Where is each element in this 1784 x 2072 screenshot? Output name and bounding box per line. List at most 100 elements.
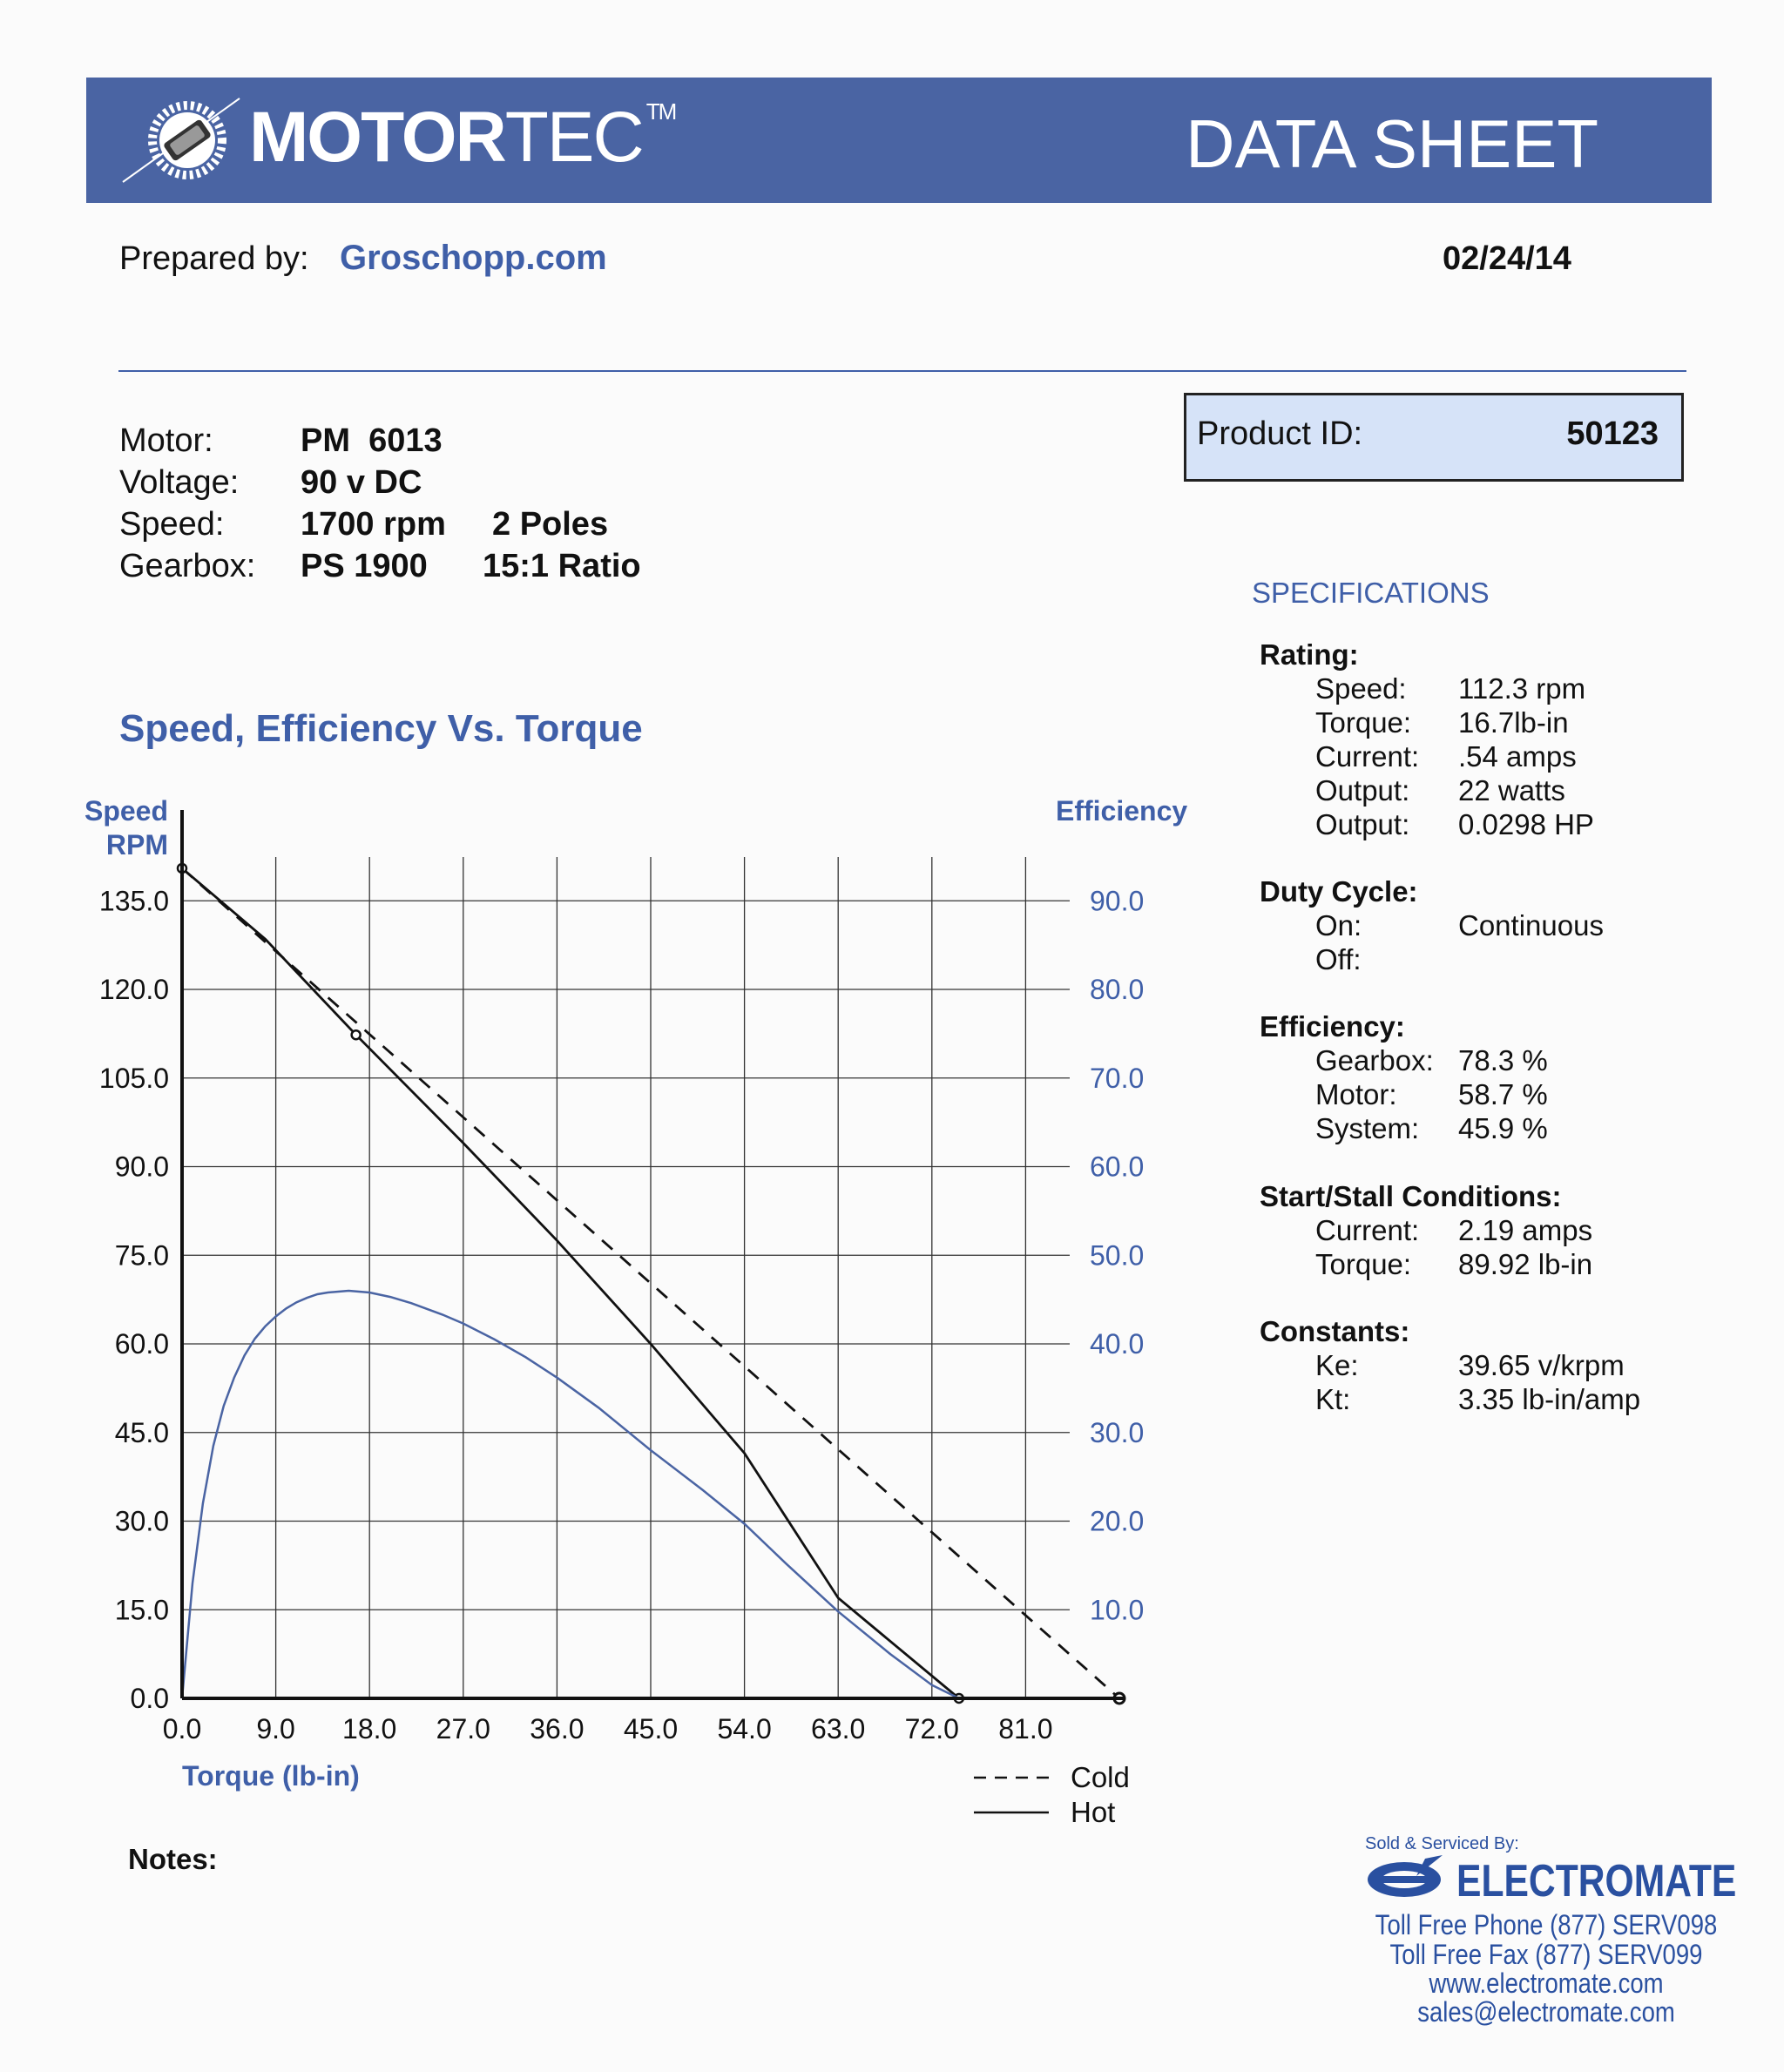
spec-rating-label: Output:: [1315, 808, 1410, 840]
series-cold-line: [181, 867, 1120, 1700]
spec-rating-label: Speed:: [1315, 672, 1407, 705]
spec-constants-value: 39.65 v/krpm: [1458, 1349, 1625, 1381]
y-left-tick-label: 60.0: [115, 1328, 169, 1360]
prepared-by-value: Groschopp.com: [340, 239, 607, 277]
y-right-tick-label: 60.0: [1090, 1151, 1144, 1183]
spec-rating-label: Torque:: [1315, 706, 1412, 739]
x-tick-label: 36.0: [530, 1713, 584, 1745]
toll-free-phone: Toll Free Phone (877) SERV098: [1375, 1909, 1718, 1940]
header-banner: MOTORTEC TM DATA SHEET: [86, 78, 1712, 203]
y-right-tick-label: 10.0: [1090, 1594, 1144, 1625]
x-tick-label: 45.0: [624, 1713, 678, 1745]
spec-efficiency-value: 58.7 %: [1458, 1078, 1548, 1110]
spec-efficiency-value: 45.9 %: [1458, 1112, 1548, 1144]
email-link[interactable]: sales@electromate.com: [1417, 1996, 1675, 2028]
doc-title: DATA SHEET: [1186, 105, 1598, 182]
spec-efficiency-value: 78.3 %: [1458, 1044, 1548, 1076]
gearbox-value: PS 1900: [301, 548, 428, 584]
spec-stall-value: 89.92 lb-in: [1458, 1248, 1593, 1280]
spec-stall-label: Current:: [1315, 1214, 1420, 1246]
spec-heading-stall: Start/Stall Conditions:: [1260, 1180, 1562, 1212]
spec-duty-value: Continuous: [1458, 909, 1604, 942]
spec-heading-constants: Constants:: [1260, 1315, 1410, 1347]
y-left-tick-label: 135.0: [99, 885, 169, 916]
y-left-tick-label: 30.0: [115, 1506, 169, 1537]
poles-value: 2 Poles: [492, 506, 609, 543]
y-left-tick-label: 45.0: [115, 1417, 169, 1448]
speed-efficiency-chart: 0.0 9.0 18.0 27.0 36.0 45.0 54.0 63.0 72.0 81.0 0.…: [84, 795, 1187, 1828]
x-tick-label: 0.0: [163, 1713, 201, 1745]
x-tick-label: 81.0: [998, 1713, 1052, 1745]
brand-bold: MOTOR: [249, 98, 507, 177]
chart-title: Speed, Efficiency Vs. Torque: [119, 707, 643, 750]
y-right-tick-label: 30.0: [1090, 1417, 1144, 1448]
spec-constants-label: Kt:: [1315, 1383, 1351, 1415]
brand-light: TEC: [504, 98, 645, 177]
spec-heading-duty: Duty Cycle:: [1260, 875, 1418, 908]
voltage-label: Voltage:: [119, 464, 240, 501]
spec-duty-label: On:: [1315, 909, 1362, 942]
spec-duty-label: Off:: [1315, 943, 1362, 975]
website-link[interactable]: www.electromate.com: [1429, 1967, 1664, 1999]
voltage-value: 90 v DC: [301, 464, 422, 501]
y-right-tick-label: 80.0: [1090, 974, 1144, 1005]
trademark: TM: [645, 98, 678, 125]
spec-stall-label: Torque:: [1315, 1248, 1412, 1280]
spec-constants-value: 3.35 lb-in/amp: [1458, 1383, 1641, 1415]
spec-rating-value: 0.0298 HP: [1458, 808, 1594, 840]
spec-constants-label: Ke:: [1315, 1349, 1359, 1381]
electromate-swoosh-icon: [1368, 1855, 1443, 1897]
y-right-tick-label: 20.0: [1090, 1506, 1144, 1537]
spec-stall-value: 2.19 amps: [1458, 1214, 1593, 1246]
x-tick-label: 72.0: [905, 1713, 959, 1745]
x-tick-label: 54.0: [717, 1713, 771, 1745]
y-right-tick-label: 50.0: [1090, 1239, 1144, 1271]
product-id-label: Product ID:: [1197, 415, 1363, 452]
speed-value: 1700 rpm: [301, 506, 446, 543]
brand-logo-text: MOTORTEC TM: [249, 98, 678, 177]
spec-rating-label: Current:: [1315, 740, 1420, 773]
y-left-axis-title: Speed: [84, 795, 168, 827]
gearbox-label: Gearbox:: [119, 548, 256, 584]
sheet-date: 02/24/14: [1443, 240, 1571, 277]
x-tick-label: 63.0: [811, 1713, 865, 1745]
speed-label: Speed:: [119, 506, 225, 543]
y-left-tick-label: 105.0: [99, 1063, 169, 1094]
y-right-tick-label: 40.0: [1090, 1328, 1144, 1360]
spec-rating-value: 112.3 rpm: [1458, 672, 1586, 705]
y-left-tick-label: 15.0: [115, 1594, 169, 1625]
spec-heading-rating: Rating:: [1260, 638, 1359, 671]
y-right-tick-label: 90.0: [1090, 885, 1144, 916]
sold-by-label: Sold & Serviced By:: [1365, 1834, 1519, 1853]
header-divider: [118, 370, 1686, 372]
product-id-box: Product ID: 50123: [1184, 393, 1684, 482]
spec-rating-label: Output:: [1315, 774, 1410, 807]
y-right-tick-label: 70.0: [1090, 1063, 1144, 1094]
spec-rating-value: .54 amps: [1458, 740, 1577, 773]
specifications-title: SPECIFICATIONS: [1252, 577, 1490, 609]
product-id-value: 50123: [1566, 415, 1659, 452]
y-left-tick-label: 75.0: [115, 1239, 169, 1271]
x-tick-label: 18.0: [342, 1713, 396, 1745]
y-left-tick-label: 0.0: [131, 1683, 169, 1714]
x-tick-label: 27.0: [436, 1713, 490, 1745]
motor-label: Motor:: [119, 422, 213, 459]
motor-value: PM 6013: [301, 422, 443, 459]
y-left-axis-title: RPM: [106, 829, 168, 861]
chart-grid: [182, 857, 1070, 1698]
motor-gear-logo-icon: [122, 98, 240, 183]
spec-efficiency-label: System:: [1315, 1112, 1420, 1144]
series-hot-line: [181, 867, 960, 1700]
toll-free-fax: Toll Free Fax (877) SERV099: [1389, 1939, 1703, 1970]
series-efficiency-line: [180, 1289, 960, 1700]
legend-label-cold: Cold: [1071, 1761, 1130, 1793]
chart-axes: [180, 810, 1124, 1700]
electromate-brand: ELECTROMATE: [1456, 1856, 1737, 1907]
spec-rating-value: 22 watts: [1458, 774, 1565, 807]
y-left-tick-label: 90.0: [115, 1151, 169, 1183]
x-tick-label: 9.0: [256, 1713, 294, 1745]
ratio-value: 15:1 Ratio: [483, 548, 641, 584]
legend-label-hot: Hot: [1071, 1796, 1115, 1828]
prepared-by-label: Prepared by:: [119, 240, 309, 277]
chart-labels: 0.0 9.0 18.0 27.0 36.0 45.0 54.0 63.0 72.0 81.0 0.…: [84, 795, 1187, 1828]
